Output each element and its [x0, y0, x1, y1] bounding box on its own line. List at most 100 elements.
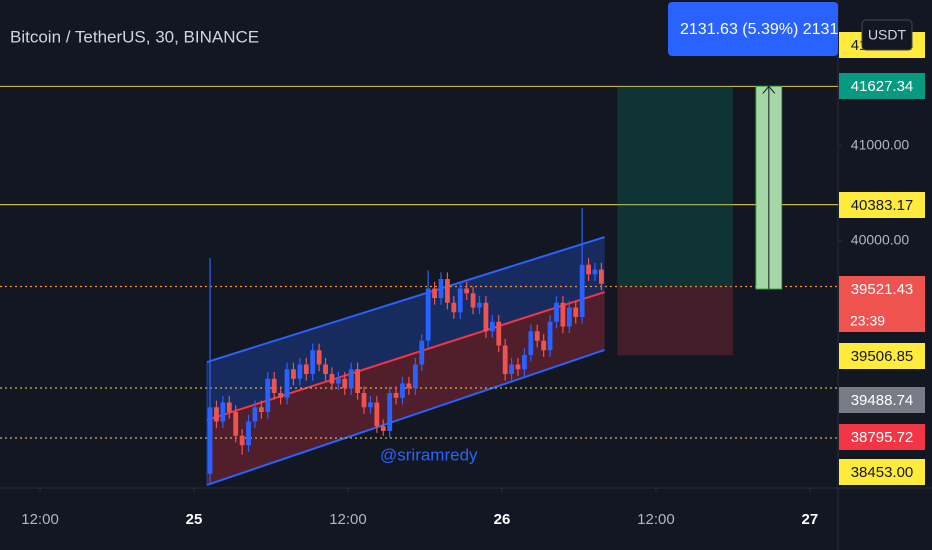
candle-body: [470, 293, 476, 308]
price-label-box: [839, 343, 925, 369]
candle-body: [316, 350, 322, 365]
candle-body: [226, 402, 232, 413]
candle-body: [483, 302, 489, 332]
x-tick-label: 12:00: [329, 511, 367, 528]
candle-body: [355, 369, 361, 394]
x-tick-label: 12:00: [21, 511, 59, 528]
measure-arrow: [762, 85, 776, 94]
candle-body: [515, 364, 521, 370]
candle-body: [496, 321, 502, 346]
price-label-box: [839, 192, 925, 218]
candle-body: [547, 321, 553, 351]
candle-body: [438, 279, 444, 299]
x-tick-label: 26: [494, 511, 511, 528]
y-tick-label: 41000.00: [851, 137, 910, 153]
candle-body: [400, 383, 405, 398]
price-label-box: [839, 73, 925, 99]
candle-body: [387, 393, 393, 432]
candle-body: [348, 369, 354, 389]
candle-body: [419, 340, 425, 365]
candle-body: [412, 364, 418, 389]
price-label: 40383.17: [851, 197, 914, 214]
x-tick-label: 25: [186, 511, 203, 528]
price-label: 39506.85: [851, 348, 914, 365]
candle-body: [598, 269, 604, 284]
measure-tooltip-text: 2131.63 (5.39%) 2131: [680, 21, 838, 38]
candle-body: [579, 264, 585, 318]
candle-body: [554, 302, 559, 322]
price-label-box: [839, 276, 925, 332]
candle-body: [489, 321, 495, 332]
candle-body: [233, 412, 239, 436]
currency-button[interactable]: [861, 19, 913, 51]
candle-body: [445, 279, 450, 303]
candle-body: [329, 374, 335, 384]
candle-body: [522, 355, 527, 370]
candle-body: [335, 378, 341, 384]
candle-body: [323, 364, 328, 375]
candle-body: [528, 331, 534, 356]
candle-body: [592, 269, 598, 275]
candle-body: [278, 393, 284, 398]
candle-body: [451, 302, 457, 313]
candle-body: [284, 369, 290, 398]
x-tick-label: 27: [802, 511, 819, 528]
candle-body: [239, 435, 245, 446]
position-stop-zone: [617, 286, 733, 356]
price-label: 38453.00: [851, 464, 914, 481]
candle-body: [457, 288, 463, 313]
candle-body: [271, 378, 277, 394]
candle-body: [534, 331, 540, 341]
candle-body: [477, 302, 482, 308]
candle-body: [220, 402, 226, 422]
position-target-zone: [617, 86, 733, 287]
price-countdown: 23:39: [850, 313, 885, 329]
candle-body: [502, 345, 508, 375]
candle-body: [425, 288, 431, 341]
candle-body: [361, 393, 367, 408]
candle-body: [342, 378, 348, 389]
candle-body: [464, 288, 470, 294]
chart-title: Bitcoin / TetherUS, 30, BINANCE: [10, 27, 259, 46]
candle-body: [586, 264, 591, 275]
price-label-box: [839, 387, 925, 413]
measure-tooltip: [668, 2, 838, 56]
price-label: 39521.43: [851, 281, 914, 298]
watermark: @sriramredy: [380, 445, 478, 464]
candle-body: [566, 307, 572, 327]
price-label-box: [839, 459, 925, 485]
price-label: 41627.34: [851, 78, 914, 95]
candle-body: [393, 393, 399, 398]
candle-body: [214, 407, 219, 422]
currency-label[interactable]: USDT: [868, 27, 907, 43]
candle-body: [573, 307, 579, 318]
channel-middle-line: [206, 291, 605, 421]
candle-body: [560, 302, 566, 327]
candle-body: [509, 364, 514, 375]
candle-body: [368, 402, 373, 408]
channel-lower-line: [206, 349, 605, 486]
plot: 2131.63 (5.39%) 2131 @sriramredy: [0, 2, 838, 486]
price-label: 39488.74: [851, 392, 914, 409]
y-tick-label: 40000.00: [851, 232, 910, 248]
candle-body: [265, 378, 271, 413]
price-label: 38795.72: [851, 429, 914, 446]
candle-body: [432, 288, 437, 299]
candle-body: [297, 364, 303, 379]
candle-body: [291, 369, 296, 379]
candle-body: [380, 426, 386, 432]
candle-body: [541, 340, 547, 351]
candle-body: [374, 402, 380, 427]
candle-body: [303, 364, 309, 375]
channel-upper-line: [206, 236, 605, 363]
candle-body: [310, 350, 316, 375]
price-label-box: [839, 424, 925, 450]
candle-body: [406, 383, 412, 389]
candle-body: [258, 407, 264, 413]
candle-body: [252, 407, 258, 422]
candle-body: [246, 421, 251, 446]
candle-body: [207, 407, 213, 474]
